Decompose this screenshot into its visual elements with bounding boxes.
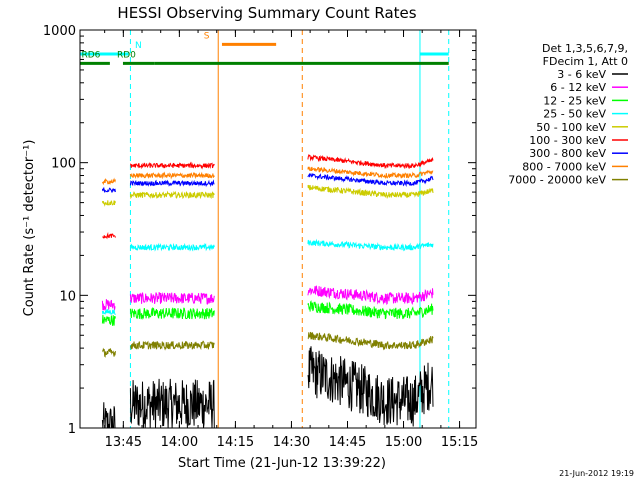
legend-label-300-800-kev: 300 - 800 keV — [529, 147, 606, 160]
series-line-7000-20000-kev — [101, 331, 434, 358]
series-line-12-25-kev — [101, 300, 434, 326]
x-axis-ticks: 13:45 14:00 14:15 14:30 14:45 15:00 15:15 — [104, 30, 478, 450]
y-axis-ticks: 1 10 100 1000 — [43, 24, 476, 437]
time-markers — [79, 30, 450, 428]
x-tick-label-15-15: 15:15 — [441, 435, 478, 450]
legend-label-25-50-kev: 25 - 50 keV — [543, 108, 606, 121]
y-tick-label-10: 10 — [59, 289, 76, 304]
series-line-6-12-kev — [101, 285, 434, 311]
legend-label-6-12-kev: 6 - 12 keV — [550, 81, 606, 94]
series-line-100-300-kev — [102, 154, 434, 240]
chart-title: HESSI Observing Summary Count Rates — [117, 4, 416, 22]
x-tick-label-14-15: 14:15 — [217, 435, 254, 450]
flag-label-n: N — [135, 41, 142, 51]
series-line-3-6-kev — [101, 346, 434, 429]
legend-header-line-0: Det 1,3,5,6,7,9, — [542, 42, 628, 55]
legend-label-12-25-kev: 12 - 25 keV — [543, 94, 606, 107]
x-tick-label-14-45: 14:45 — [329, 435, 366, 450]
x-axis-label: Start Time (21-Jun-12 13:39:22) — [178, 456, 386, 471]
legend-label-50-100-kev: 50 - 100 keV — [536, 121, 606, 134]
footer-timestamp: 21-Jun-2012 19:19 — [559, 469, 634, 478]
x-tick-label-14-00: 14:00 — [161, 435, 198, 450]
x-tick-label-14-30: 14:30 — [273, 435, 310, 450]
flag-label-rd0: RD0 — [117, 50, 136, 60]
observing-flags: N S RD6 RD0 — [80, 31, 449, 65]
legend-header-line-1: FDecim 1, Att 0 — [543, 55, 628, 68]
flag-label-s: S — [204, 31, 210, 41]
flag-label-rd6: RD6 — [81, 50, 100, 60]
y-axis-label: Count Rate (s⁻¹ detector⁻¹) — [22, 140, 37, 317]
legend-label-3-6-kev: 3 - 6 keV — [557, 68, 606, 81]
legend-label-800-7000-kev: 800 - 7000 keV — [522, 160, 606, 173]
legend-label-7000-20000-kev: 7000 - 20000 keV — [508, 174, 606, 187]
series-line-800-7000-kev — [101, 166, 434, 186]
legend-label-100-300-kev: 100 - 300 keV — [529, 134, 606, 147]
series-line-50-100-kev — [101, 184, 434, 207]
y-tick-label-1000: 1000 — [43, 24, 76, 39]
y-tick-label-100: 100 — [51, 157, 76, 172]
plot-frame — [79, 29, 477, 429]
series-line-300-800-kev — [101, 172, 434, 193]
legend: Det 1,3,5,6,7,9,FDecim 1, Att 03 - 6 keV… — [508, 42, 628, 187]
x-tick-label-15-00: 15:00 — [385, 435, 422, 450]
y-tick-label-1: 1 — [68, 422, 76, 437]
count-rate-series — [101, 154, 434, 429]
x-tick-label-13-45: 13:45 — [105, 435, 142, 450]
series-line-25-50-kev — [101, 238, 434, 316]
